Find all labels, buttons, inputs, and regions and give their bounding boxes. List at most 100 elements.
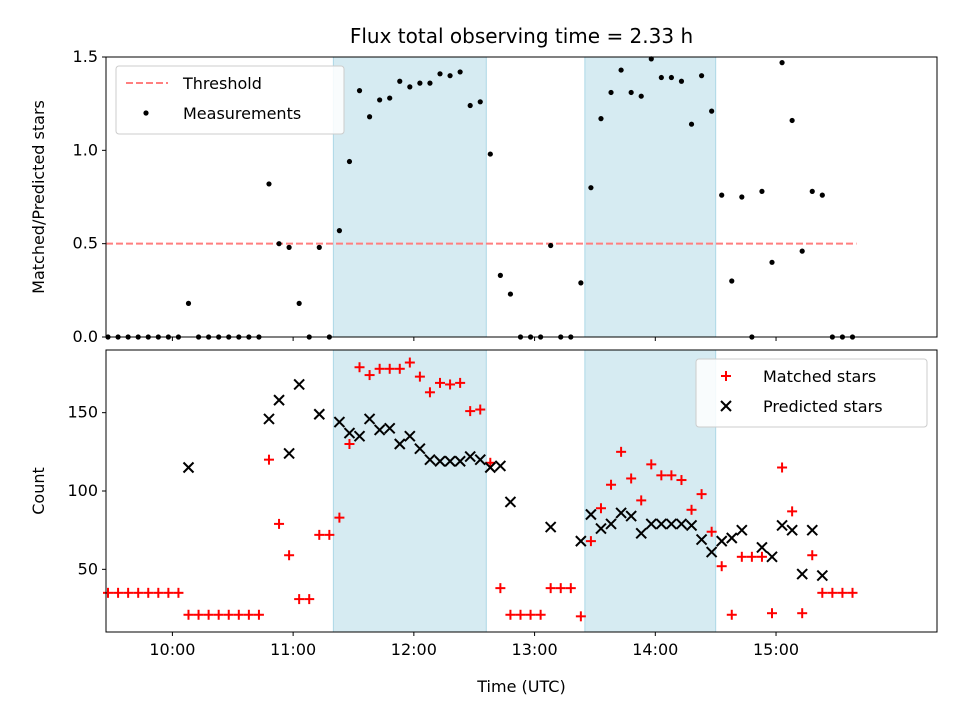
matched-point [314,529,325,540]
predicted-point-b [263,413,275,425]
predicted-point [474,453,486,466]
measurement-point [588,185,594,191]
measurement-point [628,89,634,96]
matched-point [595,503,606,514]
matched-point [606,479,617,490]
predicted-point-b [494,460,507,472]
predicted-point [675,518,688,530]
matched-point [837,587,848,598]
measurement-point [688,121,695,127]
shaded-interval-1 [332,349,487,633]
matched-point [847,587,858,598]
matched-point [253,609,264,620]
predicted-point-b [504,496,517,508]
predicted-point-b [715,535,728,547]
predicted-point [273,394,285,406]
measurement-point [397,78,403,84]
matched-point [414,371,425,382]
x-tick-label: 11:00 [270,640,316,659]
matched-point [565,583,576,594]
matched-point [666,470,677,481]
chart-title: Flux total observing time = 2.33 h [350,24,693,48]
predicted-point [444,455,456,467]
measurement-point [437,71,443,77]
matched-point [294,594,305,605]
predicted-point-b [424,453,436,466]
predicted-point-b [293,378,305,391]
measurement-point [739,194,745,200]
predicted-point-b [343,427,356,439]
matched-point [183,609,194,620]
predicted-point [414,442,426,455]
matched-point [505,609,516,620]
predicted-point [715,535,728,547]
predicted-point-b [444,455,456,467]
measurement-point [668,74,675,81]
predicted-point-b [353,430,366,442]
y-tick-label: 0.0 [73,327,98,346]
measurement-point [487,151,493,157]
matched-point [716,561,727,572]
panel-1: 0.0 0.5 1.0 1.5 Flux total observing time = … [29,24,938,346]
predicted-point [615,507,627,519]
matched-point [354,362,365,373]
measurement-point [819,192,825,198]
matched-point [646,459,657,470]
matched-point [575,611,586,622]
predicted-point-b [333,416,346,428]
predicted-point-b [394,438,406,450]
matched-point [545,583,556,594]
predicted-point-b [786,524,798,536]
matched-point [746,551,757,562]
measurement-point [709,108,715,114]
measurement-point [356,88,363,94]
matched-point [243,609,254,620]
x-tick-label: 12:00 [391,640,437,659]
y-axis-label: Matched/Predicted stars [29,100,48,294]
predicted-point [494,460,507,472]
legend-box [115,65,345,135]
measurement-point [185,300,192,306]
predicted-point-b [434,455,446,467]
matched-point [284,550,295,561]
predicted-point [424,453,436,466]
matched-point [334,512,345,523]
predicted-point [464,450,476,463]
predicted-point [313,408,325,420]
predicted-point [726,532,738,544]
legend-swatch-x [720,400,732,412]
matched-point [686,504,697,515]
predicted-point-b [675,518,688,530]
x-axis-label: Time (UTC) [476,677,565,696]
matched-point [525,609,536,620]
predicted-point [182,461,195,474]
measurement-point [698,73,705,79]
predicted-point-b [685,519,698,532]
measurement-point [266,181,272,187]
matched-point [636,495,647,506]
measurement-point [608,89,614,96]
predicted-point [383,422,396,435]
predicted-point [544,521,557,533]
predicted-point [504,496,517,508]
matched-point [374,363,385,374]
matched-point [123,587,134,598]
legend-swatch-plus [721,371,731,381]
matched-point [324,529,335,540]
matched-point [223,609,234,620]
matched-point [163,587,174,598]
predicted-point-b [474,453,486,466]
x-tick-label: 10:00 [149,640,195,659]
matched-point [213,609,224,620]
predicted-point-b [645,518,657,530]
legend: Matched stars Predicted stars [695,358,928,428]
matched-point [384,363,395,374]
matched-point [153,587,164,598]
matched-point [263,454,274,465]
matched-point [756,551,767,562]
x-tick-label: 15:00 [753,640,799,659]
matched-point [304,594,315,605]
predicted-point [343,427,356,439]
predicted-point [484,461,497,474]
